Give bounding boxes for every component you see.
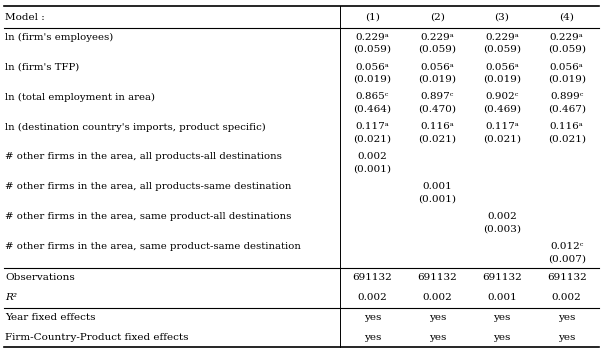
Text: 0.002: 0.002: [358, 153, 387, 161]
Text: (0.007): (0.007): [548, 255, 586, 263]
Text: (0.059): (0.059): [353, 44, 391, 53]
Text: yes: yes: [429, 333, 446, 342]
Text: (0.019): (0.019): [418, 74, 456, 83]
Text: yes: yes: [493, 333, 511, 342]
Text: Year fixed effects: Year fixed effects: [5, 313, 95, 322]
Text: 0.229ᵃ: 0.229ᵃ: [420, 33, 454, 42]
Text: (0.469): (0.469): [483, 105, 521, 113]
Text: 0.002: 0.002: [487, 213, 517, 222]
Text: # other firms in the area, same product-same destination: # other firms in the area, same product-…: [5, 242, 301, 252]
Text: (0.001): (0.001): [353, 164, 391, 174]
Text: (3): (3): [494, 13, 510, 21]
Text: 0.897ᶜ: 0.897ᶜ: [420, 92, 454, 102]
Text: yes: yes: [558, 333, 575, 342]
Text: 0.117ᵃ: 0.117ᵃ: [356, 122, 390, 131]
Text: 0.117ᵃ: 0.117ᵃ: [485, 122, 519, 131]
Text: 0.865ᶜ: 0.865ᶜ: [356, 92, 389, 102]
Text: 691132: 691132: [482, 274, 522, 282]
Text: 0.002: 0.002: [552, 294, 581, 303]
Text: yes: yes: [364, 313, 381, 322]
Text: 0.902ᶜ: 0.902ᶜ: [485, 92, 519, 102]
Text: (0.059): (0.059): [548, 44, 586, 53]
Text: 0.002: 0.002: [358, 294, 387, 303]
Text: (1): (1): [365, 13, 380, 21]
Text: 0.001: 0.001: [487, 294, 517, 303]
Text: (0.003): (0.003): [483, 224, 521, 233]
Text: ln (firm's employees): ln (firm's employees): [5, 33, 113, 42]
Text: (0.059): (0.059): [483, 44, 521, 53]
Text: 0.056ᵃ: 0.056ᵃ: [550, 63, 584, 72]
Text: (0.021): (0.021): [548, 135, 586, 144]
Text: yes: yes: [558, 313, 575, 322]
Text: 691132: 691132: [547, 274, 587, 282]
Text: ln (total employment in area): ln (total employment in area): [5, 92, 155, 102]
Text: (0.464): (0.464): [353, 105, 391, 113]
Text: ln (destination country's imports, product specific): ln (destination country's imports, produ…: [5, 122, 266, 131]
Text: yes: yes: [364, 333, 381, 342]
Text: 0.229ᵃ: 0.229ᵃ: [485, 33, 519, 42]
Text: 691132: 691132: [353, 274, 393, 282]
Text: 0.116ᵃ: 0.116ᵃ: [420, 122, 454, 131]
Text: (2): (2): [430, 13, 444, 21]
Text: Firm-Country-Product fixed effects: Firm-Country-Product fixed effects: [5, 333, 189, 342]
Text: (4): (4): [559, 13, 574, 21]
Text: (0.019): (0.019): [353, 74, 391, 83]
Text: (0.470): (0.470): [418, 105, 456, 113]
Text: (0.021): (0.021): [418, 135, 456, 144]
Text: (0.001): (0.001): [418, 194, 456, 203]
Text: # other firms in the area, same product-all destinations: # other firms in the area, same product-…: [5, 213, 291, 222]
Text: (0.021): (0.021): [483, 135, 521, 144]
Text: 691132: 691132: [417, 274, 457, 282]
Text: (0.021): (0.021): [353, 135, 391, 144]
Text: 0.012ᶜ: 0.012ᶜ: [550, 242, 583, 252]
Text: R²: R²: [5, 294, 17, 303]
Text: (0.019): (0.019): [483, 74, 521, 83]
Text: 0.056ᵃ: 0.056ᵃ: [420, 63, 454, 72]
Text: 0.056ᵃ: 0.056ᵃ: [485, 63, 519, 72]
Text: yes: yes: [429, 313, 446, 322]
Text: (0.059): (0.059): [418, 44, 456, 53]
Text: 0.229ᵃ: 0.229ᵃ: [356, 33, 390, 42]
Text: 0.229ᵃ: 0.229ᵃ: [550, 33, 584, 42]
Text: yes: yes: [493, 313, 511, 322]
Text: # other firms in the area, all products-same destination: # other firms in the area, all products-…: [5, 183, 291, 192]
Text: 0.001: 0.001: [422, 183, 452, 192]
Text: Observations: Observations: [5, 274, 75, 282]
Text: 0.056ᵃ: 0.056ᵃ: [356, 63, 390, 72]
Text: Model :: Model :: [5, 13, 45, 21]
Text: 0.899ᶜ: 0.899ᶜ: [550, 92, 583, 102]
Text: 0.116ᵃ: 0.116ᵃ: [550, 122, 584, 131]
Text: # other firms in the area, all products-all destinations: # other firms in the area, all products-…: [5, 153, 282, 161]
Text: 0.002: 0.002: [422, 294, 452, 303]
Text: (0.467): (0.467): [548, 105, 586, 113]
Text: (0.019): (0.019): [548, 74, 586, 83]
Text: ln (firm's TFP): ln (firm's TFP): [5, 63, 79, 72]
